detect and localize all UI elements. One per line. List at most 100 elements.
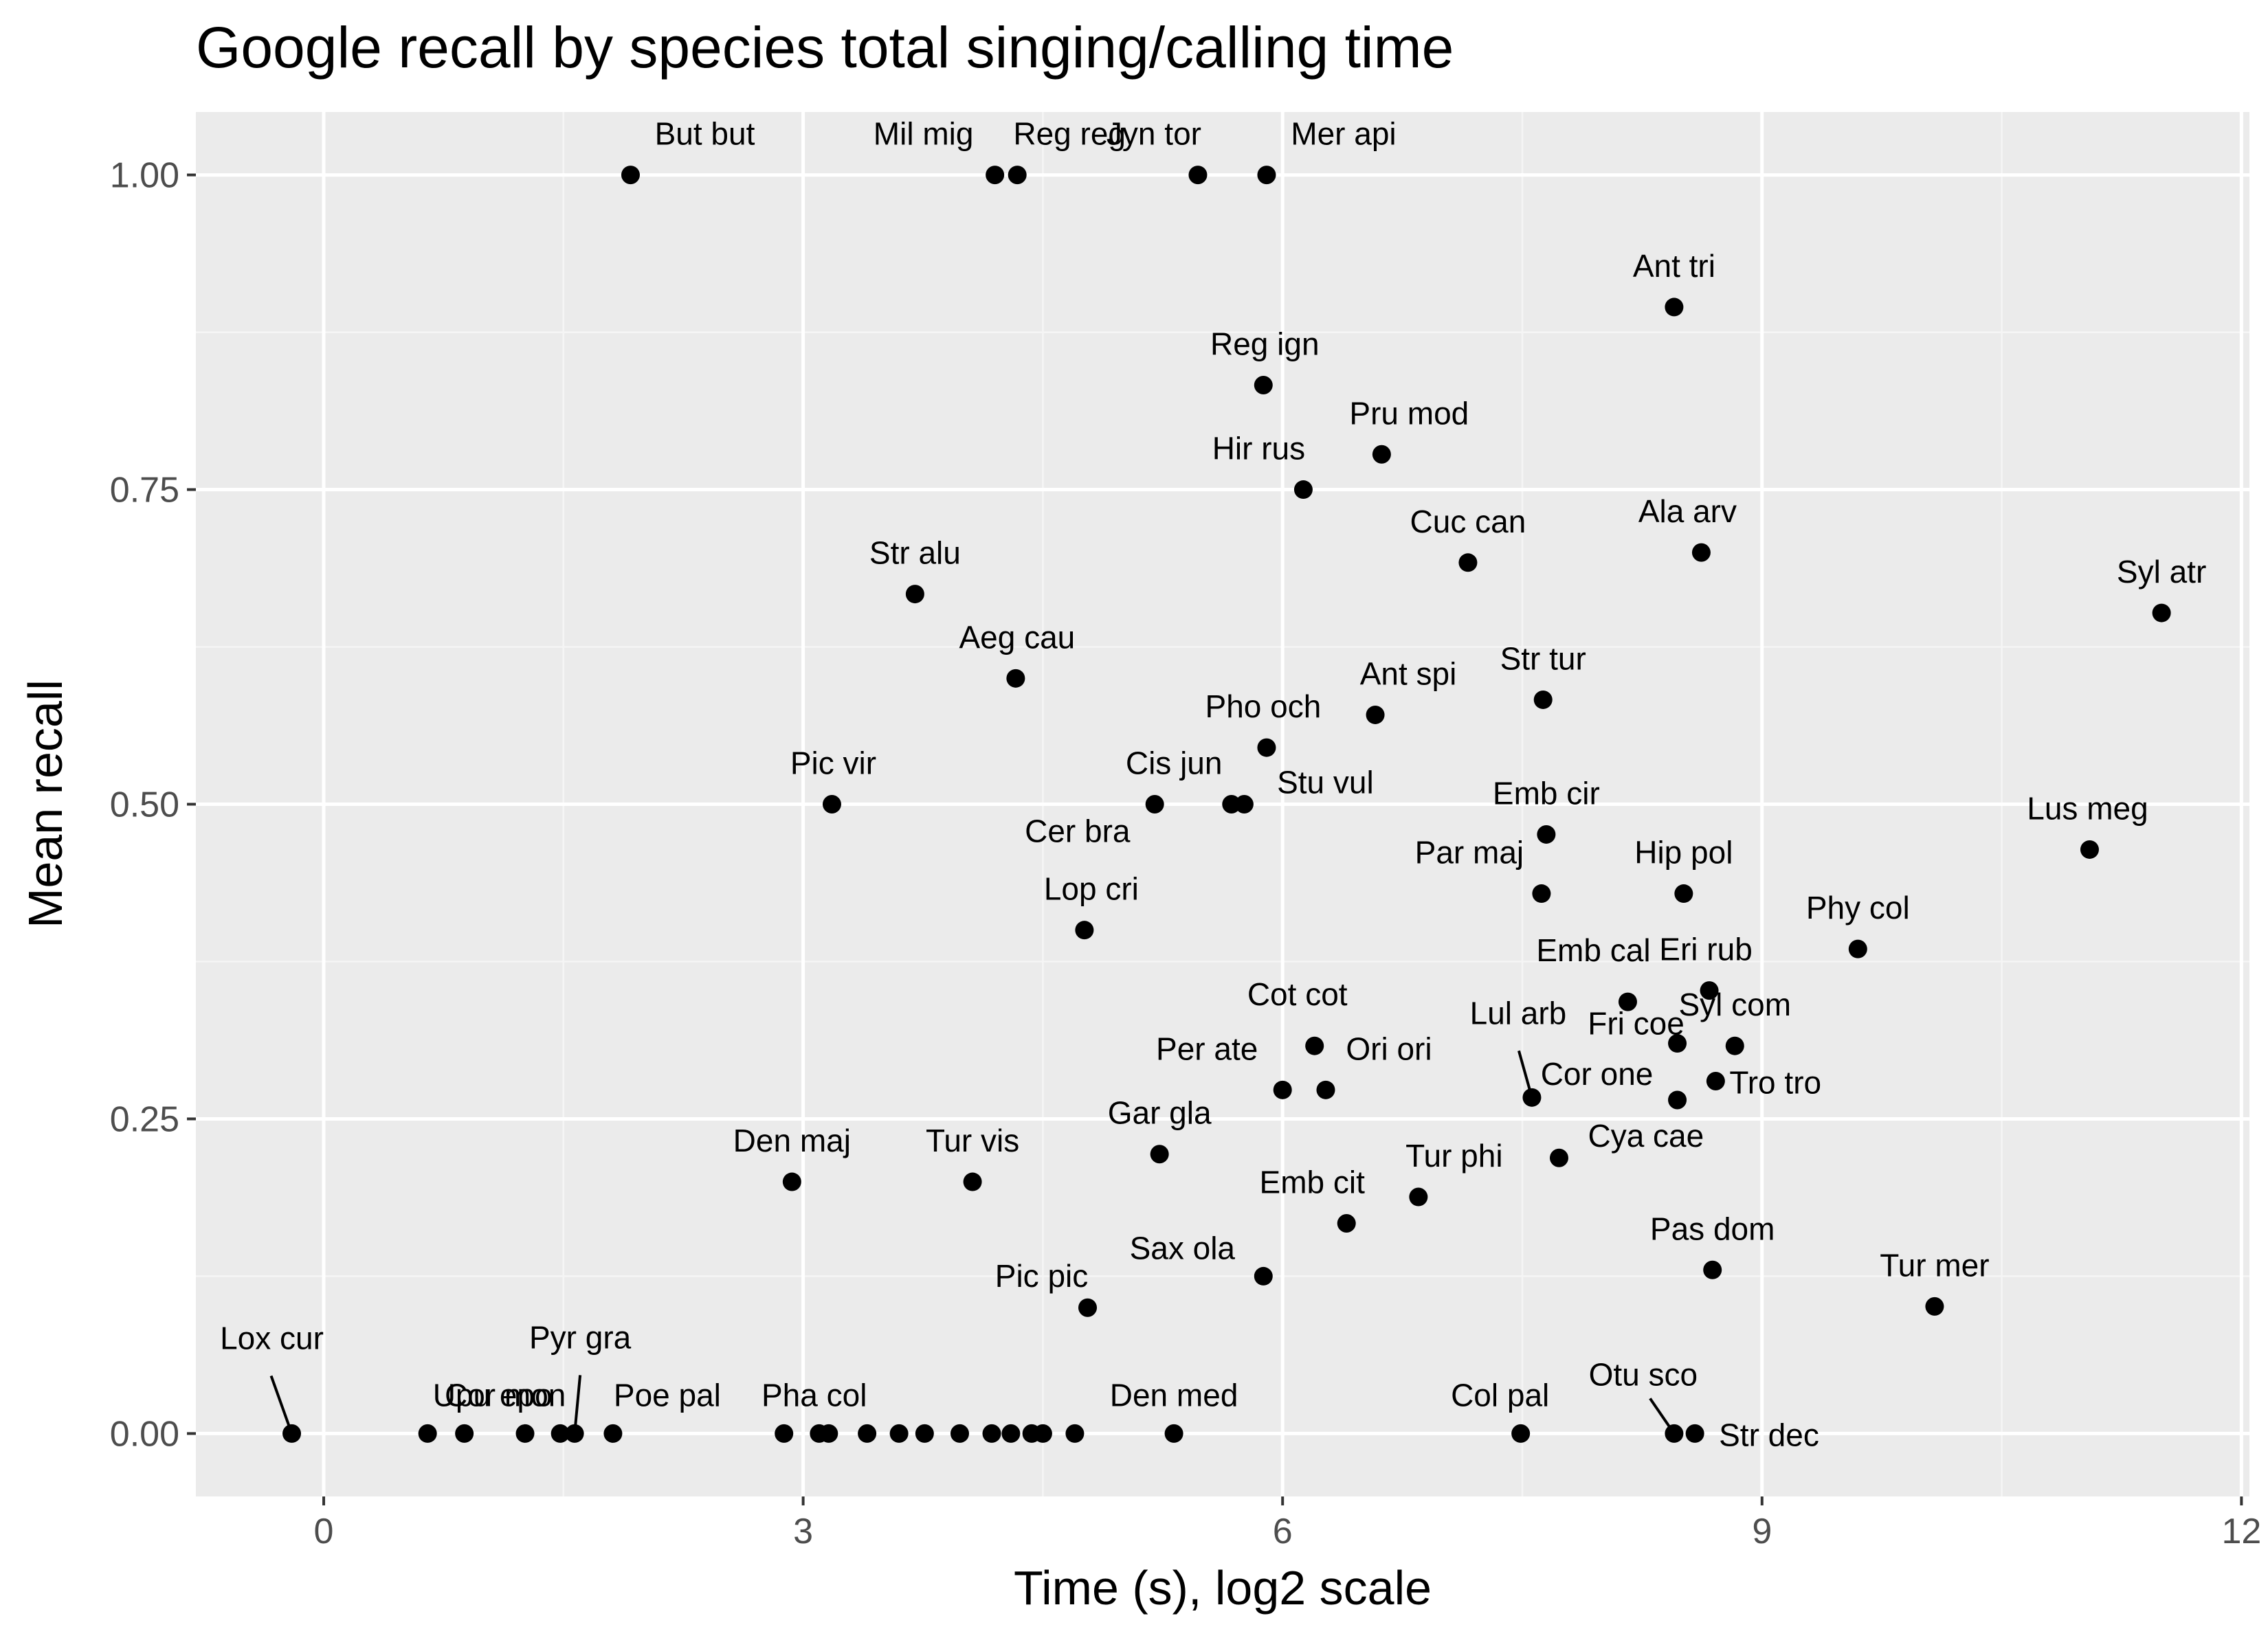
point-label: Fri coe xyxy=(1588,1006,1685,1042)
data-point xyxy=(1691,543,1711,562)
point-label: Cuc can xyxy=(1410,504,1526,539)
y-tick-label: 0.00 xyxy=(110,1414,179,1454)
y-tick-label: 0.25 xyxy=(110,1099,179,1139)
data-point xyxy=(1372,445,1391,464)
point-label: Emb cir xyxy=(1493,775,1600,811)
data-point xyxy=(1273,1080,1292,1099)
data-point xyxy=(782,1172,801,1191)
point-label: Den med xyxy=(1110,1377,1238,1413)
x-tick-label: 0 xyxy=(314,1512,334,1551)
point-label: Cor mon xyxy=(445,1377,566,1413)
data-point xyxy=(1006,669,1025,688)
data-point xyxy=(1725,1036,1744,1055)
data-point xyxy=(1674,884,1693,904)
data-point xyxy=(1254,376,1273,395)
point-label: Upu epo xyxy=(433,1377,553,1413)
data-point xyxy=(1188,166,1208,185)
point-label: Col pal xyxy=(1451,1377,1549,1413)
point-label: Jyn tor xyxy=(1107,116,1201,152)
point-label: Den maj xyxy=(733,1123,851,1158)
point-label: Eri rub xyxy=(1659,932,1752,967)
point-label: Per ate xyxy=(1156,1031,1258,1066)
point-label: Cya cae xyxy=(1588,1118,1704,1154)
data-point xyxy=(963,1172,982,1191)
label-leader-line xyxy=(269,1375,293,1435)
major-gridlines xyxy=(196,112,2249,1496)
point-label: Mer api xyxy=(1291,116,1396,152)
data-point xyxy=(551,1424,570,1443)
data-point xyxy=(1925,1297,1944,1316)
y-tick-label: 0.75 xyxy=(110,471,179,511)
point-label: Aeg cau xyxy=(959,619,1075,655)
point-label: Str tur xyxy=(1500,640,1586,676)
point-label: Pyr gra xyxy=(529,1319,632,1355)
y-tick-label: 1.00 xyxy=(110,156,179,196)
point-label: Mil mig xyxy=(874,116,974,152)
point-label: Ala arv xyxy=(1638,493,1737,529)
point-label: Tro tro xyxy=(1729,1065,1821,1101)
data-point xyxy=(822,795,841,814)
data-point xyxy=(775,1424,794,1443)
point-label: Par maj xyxy=(1415,835,1524,871)
data-point xyxy=(1293,480,1313,500)
data-point xyxy=(1848,939,1867,958)
point-label: Cor one xyxy=(1541,1056,1654,1092)
chart-title: Google recall by species total singing/c… xyxy=(196,15,1454,80)
data-point xyxy=(1522,1088,1542,1107)
point-label: Lox cur xyxy=(220,1320,324,1356)
data-point xyxy=(1008,166,1027,185)
point-label: Ori ori xyxy=(1346,1031,1432,1066)
point-label: Sax ola xyxy=(1130,1230,1236,1266)
point-label: Pas dom xyxy=(1650,1211,1775,1246)
data-point xyxy=(1668,1090,1687,1110)
y-axis-title: Mean recall xyxy=(19,680,72,928)
point-label: Str alu xyxy=(869,535,961,571)
x-tick-label: 3 xyxy=(793,1512,813,1551)
point-label: Lus meg xyxy=(2027,790,2148,826)
data-point xyxy=(1145,795,1164,814)
data-point xyxy=(1685,1424,1704,1443)
data-point xyxy=(1316,1080,1335,1099)
point-label: Cer bra xyxy=(1025,814,1131,849)
data-point xyxy=(1001,1424,1021,1443)
data-point xyxy=(1549,1148,1568,1167)
point-label: Ant tri xyxy=(1633,248,1715,284)
point-label: Str dec xyxy=(1719,1417,1819,1452)
point-label: Emb cal xyxy=(1536,932,1650,968)
point-label: Tur vis xyxy=(926,1123,1019,1158)
data-point xyxy=(1532,884,1551,904)
label-leader-line xyxy=(573,1375,582,1434)
point-label: Gar gla xyxy=(1108,1095,1212,1131)
data-point xyxy=(2080,840,2099,859)
data-point xyxy=(1078,1298,1098,1317)
data-point xyxy=(1257,166,1276,185)
point-label: Pic vir xyxy=(790,745,876,781)
point-label: Stu vul xyxy=(1277,765,1374,800)
point-label: Syl com xyxy=(1678,987,1791,1022)
data-point xyxy=(621,166,640,185)
point-label: Tur mer xyxy=(1880,1247,1989,1283)
data-point xyxy=(1618,992,1637,1011)
data-point xyxy=(1254,1266,1273,1286)
data-point xyxy=(905,585,924,604)
data-point xyxy=(2152,603,2171,622)
data-point xyxy=(1065,1424,1085,1443)
point-label: Syl atr xyxy=(2117,554,2206,590)
data-point xyxy=(455,1424,474,1443)
data-point xyxy=(1164,1424,1183,1443)
point-label: Otu sco xyxy=(1589,1356,1698,1392)
data-point xyxy=(950,1424,969,1443)
data-point xyxy=(858,1424,877,1443)
data-point xyxy=(418,1424,437,1443)
data-point xyxy=(819,1424,838,1443)
point-label: Hip pol xyxy=(1634,835,1733,871)
data-point xyxy=(1409,1187,1428,1207)
point-label: Pru mod xyxy=(1349,395,1469,431)
y-axis: 0.00 0.25 0.50 0.75 1.00 xyxy=(110,156,196,1454)
data-point xyxy=(1075,921,1094,940)
point-label: Reg ign xyxy=(1210,326,1320,362)
point-label: Lul arb xyxy=(1470,995,1567,1031)
data-points xyxy=(282,166,2171,1443)
